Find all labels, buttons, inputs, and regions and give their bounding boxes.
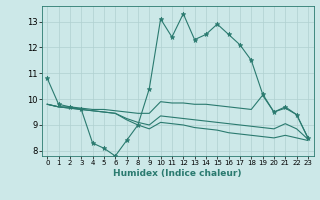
X-axis label: Humidex (Indice chaleur): Humidex (Indice chaleur)	[113, 169, 242, 178]
